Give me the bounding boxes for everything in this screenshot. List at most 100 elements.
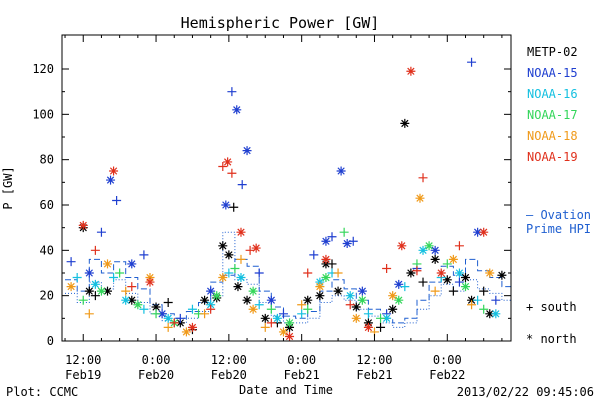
point-north: [103, 286, 113, 296]
point-south: [224, 268, 234, 278]
legend: METP-02 NOAA-15 NOAA-16 NOAA-17 NOAA-18 NOAA-…: [527, 45, 578, 164]
point-south: [442, 259, 452, 269]
point-north: [333, 286, 343, 296]
x-axis: 12:00Feb190:00Feb2012:00Feb200:00Feb2112…: [64, 35, 503, 382]
point-north: [418, 245, 428, 255]
point-north: [397, 241, 407, 251]
point-south: [418, 277, 428, 287]
point-south: [127, 282, 137, 292]
point-north: [415, 193, 425, 203]
footer-timestamp: 2013/02/22 09:45:06: [457, 385, 594, 399]
point-north: [303, 295, 313, 305]
series-noaa-17: [78, 227, 489, 328]
point-north: [236, 273, 246, 283]
point-south: [400, 282, 410, 292]
point-south: [266, 304, 276, 314]
point-north: [321, 254, 331, 264]
point-north: [218, 241, 228, 251]
x-tick-label-date: Feb21: [284, 368, 320, 382]
point-south: [448, 286, 458, 296]
point-north: [473, 227, 483, 237]
point-south: [333, 268, 343, 278]
point-north: [336, 166, 346, 176]
legend-entry-metp-02: METP-02: [527, 45, 578, 59]
point-north: [394, 279, 404, 289]
point-north: [400, 118, 410, 128]
legend-marker-north: * north: [526, 332, 577, 346]
ovation-prime-hpi-lines: [65, 231, 511, 328]
point-south: [218, 161, 228, 171]
point-north: [224, 250, 234, 260]
point-north: [442, 275, 452, 285]
point-north: [232, 105, 242, 115]
point-north: [351, 313, 361, 323]
legend-entry-noaa-19: NOAA-19: [527, 150, 578, 164]
point-north: [388, 304, 398, 314]
point-north: [84, 286, 94, 296]
point-north: [388, 291, 398, 301]
point-south: [169, 318, 179, 328]
point-south: [297, 309, 307, 319]
y-tick-label: 40: [40, 243, 54, 257]
point-north: [127, 259, 137, 269]
point-south: [479, 304, 489, 314]
point-north: [394, 295, 404, 305]
series-noaa-16: [72, 245, 501, 323]
point-south: [473, 295, 483, 305]
point-north: [424, 241, 434, 251]
point-north: [357, 295, 367, 305]
point-south: [227, 87, 237, 97]
point-north: [454, 268, 464, 278]
point-north: [315, 291, 325, 301]
ovation-label-line2: Prime HPI: [526, 222, 591, 236]
x-tick-label-date: Feb21: [356, 368, 392, 382]
point-south: [260, 322, 270, 332]
point-south: [109, 273, 119, 283]
point-south: [151, 309, 161, 319]
series-noaa-19: [78, 66, 489, 341]
x-tick-label-time: 0:00: [287, 353, 316, 367]
point-south: [236, 254, 246, 264]
point-north: [491, 309, 501, 319]
point-south: [139, 250, 149, 260]
point-south: [121, 286, 131, 296]
point-south: [412, 266, 422, 276]
point-north: [212, 291, 222, 301]
ovation-south-line: [65, 258, 511, 324]
point-north: [233, 282, 243, 292]
point-north: [460, 282, 470, 292]
point-north: [163, 313, 173, 323]
point-south: [266, 318, 276, 328]
point-south: [229, 202, 239, 212]
plot-frame: [61, 34, 512, 342]
x-axis-label: Date and Time: [239, 383, 333, 397]
point-north: [84, 268, 94, 278]
footer-plot-source: Plot: CCMC: [6, 385, 78, 399]
point-south: [96, 227, 106, 237]
point-north: [406, 268, 416, 278]
point-north: [133, 300, 143, 310]
point-south: [327, 232, 337, 242]
legend-entry-noaa-18: NOAA-18: [527, 129, 578, 143]
point-south: [163, 322, 173, 332]
point-south: [206, 304, 216, 314]
point-south: [139, 304, 149, 314]
x-tick-label-time: 12:00: [356, 353, 392, 367]
point-south: [230, 263, 240, 273]
series-noaa-15: [66, 57, 501, 323]
point-south: [90, 291, 100, 301]
point-south: [467, 300, 477, 310]
point-north: [127, 295, 137, 305]
legend-entry-noaa-17: NOAA-17: [527, 108, 578, 122]
point-north: [181, 327, 191, 337]
legend-entry-noaa-15: NOAA-15: [527, 66, 578, 80]
point-north: [448, 254, 458, 264]
point-south: [376, 313, 386, 323]
point-north: [151, 302, 161, 312]
point-south: [454, 241, 464, 251]
point-north: [251, 243, 261, 253]
point-north: [321, 273, 331, 283]
point-north: [236, 227, 246, 237]
point-south: [339, 227, 349, 237]
point-north: [266, 295, 276, 305]
